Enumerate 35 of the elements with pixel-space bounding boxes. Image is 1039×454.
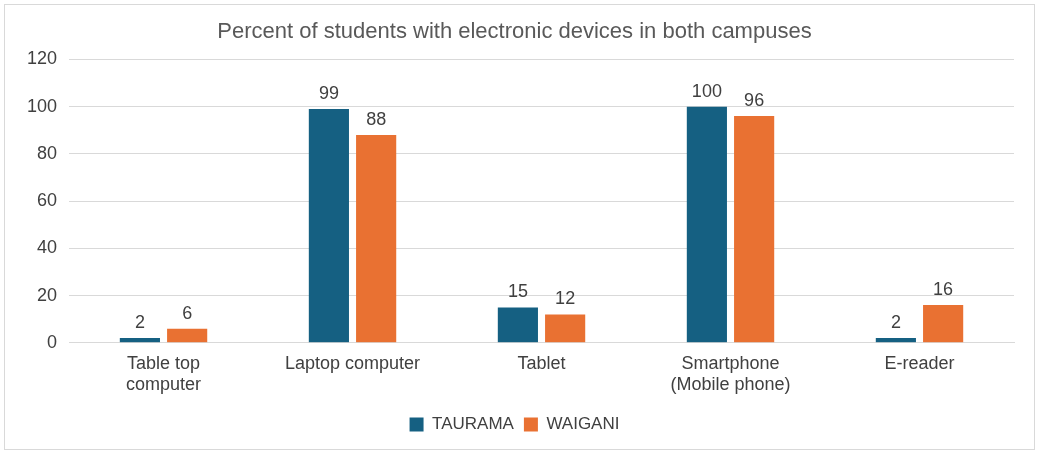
data-label: 16 <box>933 278 954 299</box>
x-tick-label: Tablet <box>517 352 566 373</box>
x-tick-label: Table top computer <box>126 352 202 395</box>
data-label: 99 <box>318 82 339 103</box>
legend-label: TAURAMA <box>432 414 515 434</box>
y-tick-label: 0 <box>47 331 58 352</box>
y-tick-label: 100 <box>26 95 58 116</box>
x-tick-label: Smartphone (Mobile phone) <box>670 352 791 395</box>
bar <box>686 106 727 343</box>
data-label: 15 <box>507 281 528 302</box>
bar <box>923 305 964 343</box>
data-label: 100 <box>691 80 722 101</box>
y-tick-label: 120 <box>26 48 58 69</box>
data-label: 88 <box>366 108 387 129</box>
bar <box>875 338 916 343</box>
y-tick-label: 20 <box>37 284 58 305</box>
bar <box>308 109 349 343</box>
bar <box>545 314 586 343</box>
bar <box>167 328 208 343</box>
chart-title: Percent of students with electronic devices in both campuses <box>217 18 812 44</box>
legend-label: WAIGANI <box>546 414 620 434</box>
data-label: 6 <box>182 302 193 323</box>
data-label: 12 <box>555 288 576 309</box>
data-label: 2 <box>890 312 901 333</box>
x-tick-label: Laptop computer <box>284 352 421 373</box>
bar <box>734 116 775 343</box>
bar <box>119 338 160 343</box>
y-tick-label: 80 <box>37 142 58 163</box>
bar <box>356 134 397 343</box>
x-tick-label: E-reader <box>884 352 955 373</box>
y-tick-label: 60 <box>37 190 58 211</box>
y-tick-label: 40 <box>37 237 58 258</box>
data-label: 2 <box>134 312 145 333</box>
bar <box>497 307 538 343</box>
data-label: 96 <box>744 90 765 111</box>
